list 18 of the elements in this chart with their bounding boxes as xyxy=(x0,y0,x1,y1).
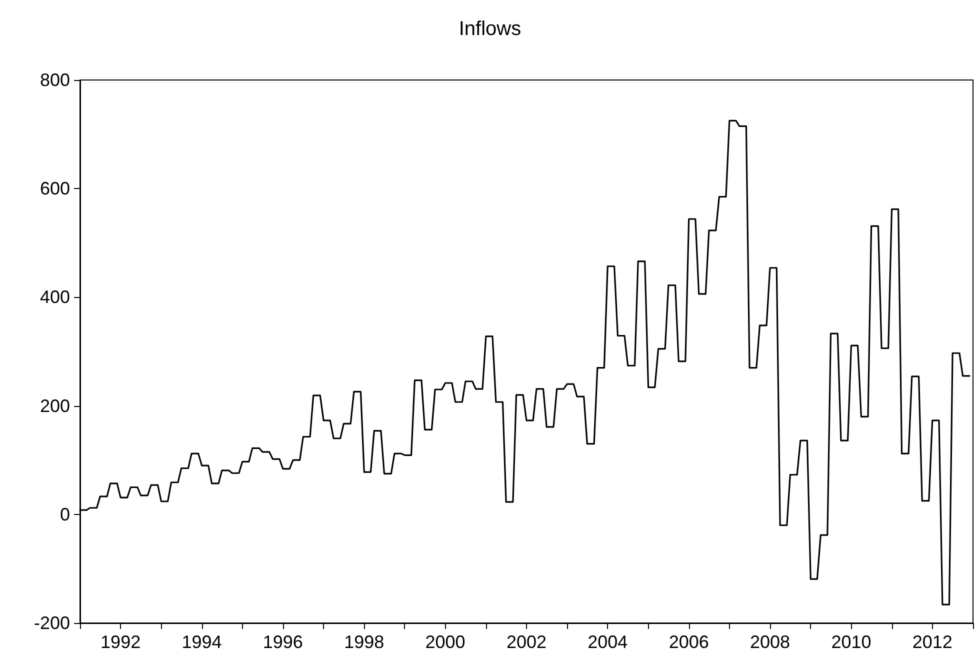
x-tick-label: 2010 xyxy=(831,632,872,652)
x-tick-label: 1996 xyxy=(262,632,303,652)
y-tick-label: 800 xyxy=(40,70,70,90)
chart-title: Inflows xyxy=(458,18,522,40)
y-tick-label: 0 xyxy=(60,504,70,524)
y-tick-label: 600 xyxy=(40,178,70,199)
x-tick-label: 2002 xyxy=(506,632,547,652)
y-tick-label: -200 xyxy=(34,613,70,633)
x-tick-label: 1998 xyxy=(344,632,384,652)
x-tick-label: 1994 xyxy=(182,632,222,652)
x-tick-label: 1992 xyxy=(100,632,141,652)
x-tick-label: 2000 xyxy=(425,632,466,652)
y-tick-label: 200 xyxy=(40,396,70,416)
x-tick-label: 2012 xyxy=(912,632,952,652)
x-tick-label: 2008 xyxy=(750,632,790,652)
x-tick-label: 2006 xyxy=(668,632,709,652)
x-tick-label: 2004 xyxy=(588,632,628,652)
y-tick-label: 400 xyxy=(40,287,70,308)
